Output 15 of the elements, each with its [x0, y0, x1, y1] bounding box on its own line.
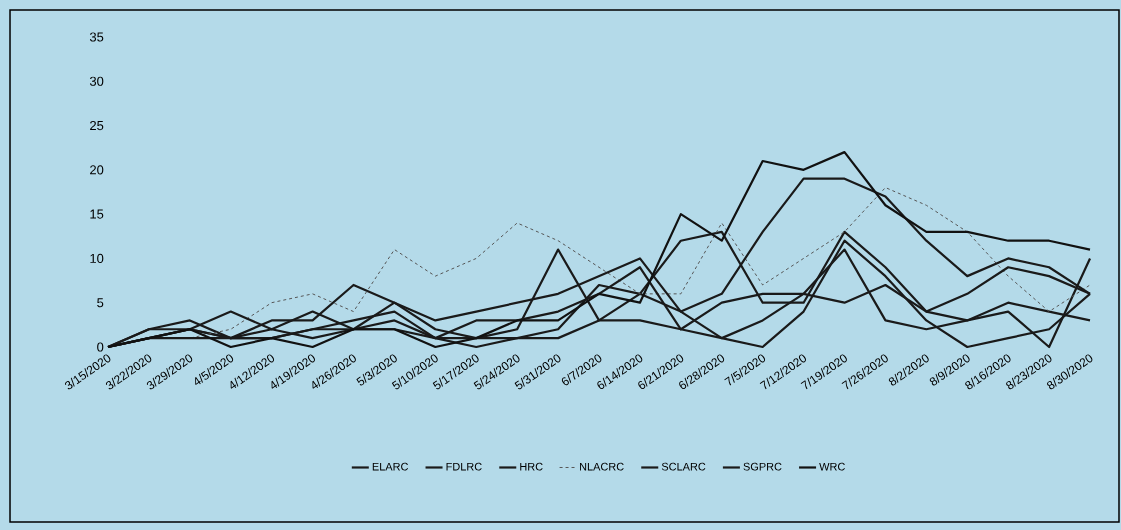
legend-label: SCLARC	[661, 462, 706, 471]
y-tick-label: 30	[89, 76, 104, 86]
y-tick-label: 20	[90, 165, 104, 175]
y-tick-label: 25	[90, 120, 104, 131]
legend-label: FDLRC	[446, 462, 482, 471]
legend-label: WRC	[819, 462, 845, 471]
legend-label: HRC	[520, 462, 543, 471]
y-tick-label: 35	[89, 32, 104, 42]
y-tick-label: 10	[90, 253, 104, 263]
legend-label: SGPRC	[743, 462, 782, 471]
y-tick-label: 0	[97, 342, 104, 352]
legend-label: ELARC	[372, 462, 409, 471]
y-tick-label: 5	[97, 298, 104, 308]
legend-label: NLACRC	[580, 462, 624, 471]
y-tick-label: 15	[90, 209, 104, 219]
